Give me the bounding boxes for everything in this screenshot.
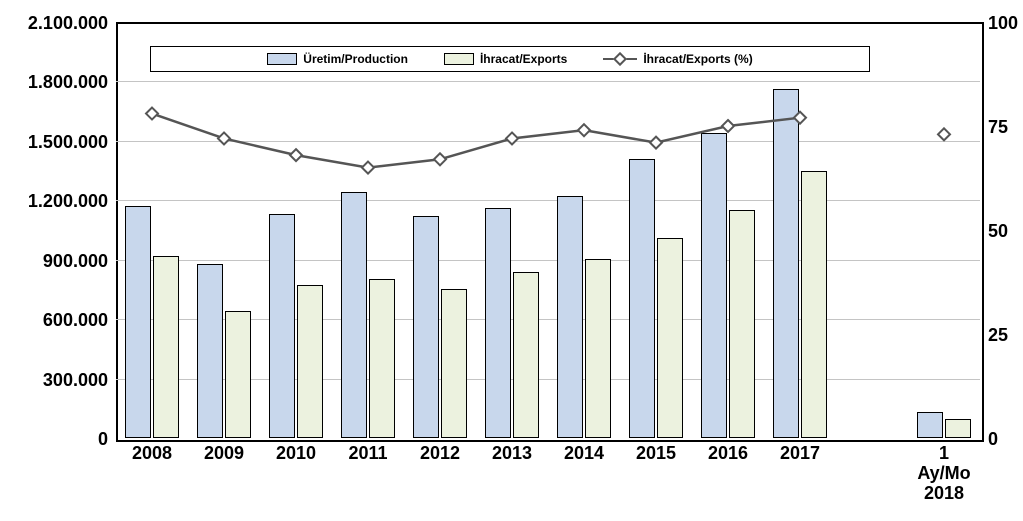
bar-production <box>413 216 439 438</box>
marker-diamond-icon <box>362 162 374 174</box>
x-tick-label: 1Ay/Mo2018 <box>908 444 980 503</box>
bar-production <box>557 196 583 438</box>
bar-exports <box>153 256 179 438</box>
bar-production <box>701 133 727 438</box>
bar-exports <box>225 311 251 438</box>
y-right-tick-label: 25 <box>988 325 1008 346</box>
y-right-tick-label: 50 <box>988 221 1008 242</box>
chart-container: Üretim/Production İhracat/Exports İhraca… <box>0 0 1023 521</box>
bar-exports <box>657 238 683 438</box>
gridline <box>116 141 980 142</box>
legend-swatch-line <box>603 52 637 66</box>
gridline <box>116 200 980 201</box>
gridline <box>116 260 980 261</box>
legend-swatch-production <box>267 53 297 65</box>
bar-production <box>917 412 943 438</box>
marker-diamond-icon <box>434 153 446 165</box>
bar-exports <box>801 171 827 438</box>
bar-production <box>629 159 655 438</box>
marker-diamond-icon <box>290 149 302 161</box>
marker-diamond-icon <box>578 124 590 136</box>
legend-label-production: Üretim/Production <box>303 52 408 66</box>
bar-exports <box>945 419 971 438</box>
legend-swatch-diamond-icon <box>613 52 627 66</box>
marker-diamond-icon <box>938 128 950 140</box>
y-left-tick-label: 1.200.000 <box>0 191 108 212</box>
x-tick-label: 2017 <box>764 444 836 464</box>
x-tick-label: 2010 <box>260 444 332 464</box>
bar-exports <box>729 210 755 438</box>
legend-item-production: Üretim/Production <box>267 52 408 66</box>
y-left-tick-label: 1.800.000 <box>0 72 108 93</box>
bar-exports <box>369 279 395 438</box>
x-tick-label: 2015 <box>620 444 692 464</box>
plot-area <box>116 22 980 438</box>
x-tick-label: 2016 <box>692 444 764 464</box>
y-left-tick-label: 900.000 <box>0 251 108 272</box>
y-right-tick-label: 100 <box>988 13 1018 34</box>
marker-diamond-icon <box>146 108 158 120</box>
y-left-tick-label: 600.000 <box>0 310 108 331</box>
x-tick-label: 2008 <box>116 444 188 464</box>
legend-label-exports-pct: İhracat/Exports (%) <box>643 52 752 66</box>
y-left-tick-label: 0 <box>0 429 108 450</box>
bar-exports <box>297 285 323 438</box>
legend-item-exports: İhracat/Exports <box>444 52 567 66</box>
bar-production <box>773 89 799 438</box>
marker-diamond-icon <box>218 132 230 144</box>
x-tick-label: 2012 <box>404 444 476 464</box>
bar-exports <box>513 272 539 438</box>
legend: Üretim/Production İhracat/Exports İhraca… <box>150 46 870 72</box>
bar-production <box>269 214 295 438</box>
gridline <box>116 81 980 82</box>
x-tick-label: 2011 <box>332 444 404 464</box>
legend-swatch-exports <box>444 53 474 65</box>
x-tick-label: 2013 <box>476 444 548 464</box>
legend-label-exports: İhracat/Exports <box>480 52 567 66</box>
bar-production <box>485 208 511 438</box>
marker-diamond-icon <box>506 132 518 144</box>
marker-diamond-icon <box>650 137 662 149</box>
marker-diamond-icon <box>722 120 734 132</box>
bar-exports <box>441 289 467 438</box>
y-left-tick-label: 1.500.000 <box>0 132 108 153</box>
bar-production <box>197 264 223 438</box>
y-left-tick-label: 2.100.000 <box>0 13 108 34</box>
y-left-tick-label: 300.000 <box>0 370 108 391</box>
x-tick-label: 2014 <box>548 444 620 464</box>
x-tick-label: 2009 <box>188 444 260 464</box>
bar-production <box>125 206 151 438</box>
y-right-tick-label: 0 <box>988 429 998 450</box>
legend-item-exports-pct: İhracat/Exports (%) <box>603 52 752 66</box>
bar-production <box>341 192 367 438</box>
y-right-tick-label: 75 <box>988 117 1008 138</box>
bar-exports <box>585 259 611 438</box>
